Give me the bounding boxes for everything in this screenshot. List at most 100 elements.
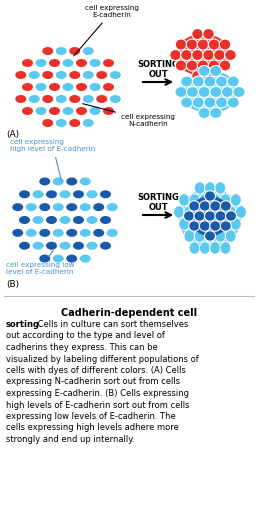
- Ellipse shape: [103, 107, 114, 115]
- Ellipse shape: [210, 201, 221, 211]
- Ellipse shape: [175, 34, 230, 76]
- Ellipse shape: [90, 59, 101, 67]
- Ellipse shape: [170, 50, 181, 61]
- Ellipse shape: [192, 76, 205, 87]
- Ellipse shape: [73, 190, 84, 199]
- Ellipse shape: [187, 87, 199, 98]
- Text: SORTING
OUT: SORTING OUT: [137, 60, 179, 79]
- Ellipse shape: [83, 71, 94, 79]
- Ellipse shape: [86, 190, 98, 199]
- Ellipse shape: [39, 254, 50, 262]
- Ellipse shape: [76, 83, 87, 91]
- Ellipse shape: [60, 216, 70, 224]
- Ellipse shape: [36, 107, 46, 115]
- Ellipse shape: [86, 216, 98, 224]
- Ellipse shape: [56, 47, 67, 55]
- Ellipse shape: [19, 190, 30, 199]
- Ellipse shape: [205, 182, 215, 194]
- Ellipse shape: [192, 29, 203, 40]
- Ellipse shape: [210, 87, 222, 98]
- Ellipse shape: [214, 50, 225, 61]
- Ellipse shape: [210, 242, 221, 254]
- Ellipse shape: [189, 242, 200, 254]
- Ellipse shape: [103, 59, 114, 67]
- Ellipse shape: [225, 230, 236, 242]
- Ellipse shape: [96, 95, 107, 103]
- Ellipse shape: [73, 216, 84, 224]
- Ellipse shape: [208, 60, 220, 71]
- Ellipse shape: [62, 107, 74, 115]
- Ellipse shape: [53, 177, 64, 185]
- Ellipse shape: [215, 211, 226, 221]
- Ellipse shape: [221, 87, 233, 98]
- Ellipse shape: [66, 177, 77, 185]
- Ellipse shape: [100, 242, 111, 250]
- Ellipse shape: [66, 229, 77, 237]
- Ellipse shape: [29, 71, 40, 79]
- Text: out according to the type and level of: out according to the type and level of: [6, 332, 165, 341]
- Text: expressing low levels of E-cadherin. The: expressing low levels of E-cadherin. The: [6, 412, 176, 421]
- Ellipse shape: [230, 218, 241, 230]
- Ellipse shape: [80, 254, 91, 262]
- Ellipse shape: [46, 242, 57, 250]
- Text: cell expressing
E-cadherin: cell expressing E-cadherin: [74, 5, 139, 56]
- Text: Cadherin-dependent cell: Cadherin-dependent cell: [61, 308, 197, 318]
- Ellipse shape: [197, 39, 209, 50]
- Ellipse shape: [181, 97, 193, 108]
- Ellipse shape: [39, 229, 50, 237]
- Text: expressing N-cadherin sort out from cells: expressing N-cadherin sort out from cell…: [6, 378, 180, 386]
- Ellipse shape: [53, 203, 64, 211]
- Ellipse shape: [53, 254, 64, 262]
- Ellipse shape: [42, 119, 53, 127]
- Ellipse shape: [39, 203, 50, 211]
- Ellipse shape: [15, 71, 26, 79]
- Ellipse shape: [233, 87, 245, 98]
- Ellipse shape: [42, 47, 53, 55]
- Text: cells expressing high levels adhere more: cells expressing high levels adhere more: [6, 423, 179, 432]
- Ellipse shape: [225, 50, 236, 61]
- Ellipse shape: [215, 76, 228, 87]
- Ellipse shape: [15, 95, 26, 103]
- Ellipse shape: [80, 177, 91, 185]
- Ellipse shape: [93, 203, 104, 211]
- Ellipse shape: [205, 211, 215, 221]
- Ellipse shape: [175, 39, 187, 50]
- Ellipse shape: [69, 47, 80, 55]
- Ellipse shape: [96, 71, 107, 79]
- Text: strongly and end up internally.: strongly and end up internally.: [6, 435, 135, 444]
- Text: SORTING
OUT: SORTING OUT: [137, 193, 179, 212]
- Ellipse shape: [186, 39, 198, 50]
- Ellipse shape: [69, 71, 80, 79]
- Ellipse shape: [179, 194, 190, 206]
- Ellipse shape: [175, 87, 187, 98]
- Ellipse shape: [80, 229, 91, 237]
- Ellipse shape: [42, 71, 53, 79]
- Ellipse shape: [73, 242, 84, 250]
- Ellipse shape: [199, 242, 210, 254]
- Ellipse shape: [215, 97, 228, 108]
- Text: cell expressing
N-cadherin: cell expressing N-cadherin: [83, 103, 175, 127]
- Ellipse shape: [33, 190, 44, 199]
- Ellipse shape: [107, 229, 118, 237]
- Ellipse shape: [215, 182, 226, 194]
- Ellipse shape: [56, 71, 67, 79]
- Ellipse shape: [19, 242, 30, 250]
- Ellipse shape: [90, 107, 101, 115]
- Text: (A): (A): [6, 130, 19, 139]
- Ellipse shape: [203, 70, 214, 81]
- Ellipse shape: [198, 108, 210, 118]
- Ellipse shape: [36, 59, 46, 67]
- Text: cell expressing
high level of E-cadherin: cell expressing high level of E-cadherin: [10, 139, 95, 180]
- Ellipse shape: [183, 211, 195, 221]
- Ellipse shape: [204, 97, 216, 108]
- Ellipse shape: [219, 60, 231, 71]
- Ellipse shape: [110, 71, 121, 79]
- Ellipse shape: [184, 230, 195, 242]
- Ellipse shape: [210, 194, 221, 206]
- Ellipse shape: [199, 221, 210, 231]
- Ellipse shape: [33, 216, 44, 224]
- Ellipse shape: [184, 206, 195, 218]
- Ellipse shape: [215, 230, 226, 242]
- Ellipse shape: [22, 107, 33, 115]
- Ellipse shape: [22, 59, 33, 67]
